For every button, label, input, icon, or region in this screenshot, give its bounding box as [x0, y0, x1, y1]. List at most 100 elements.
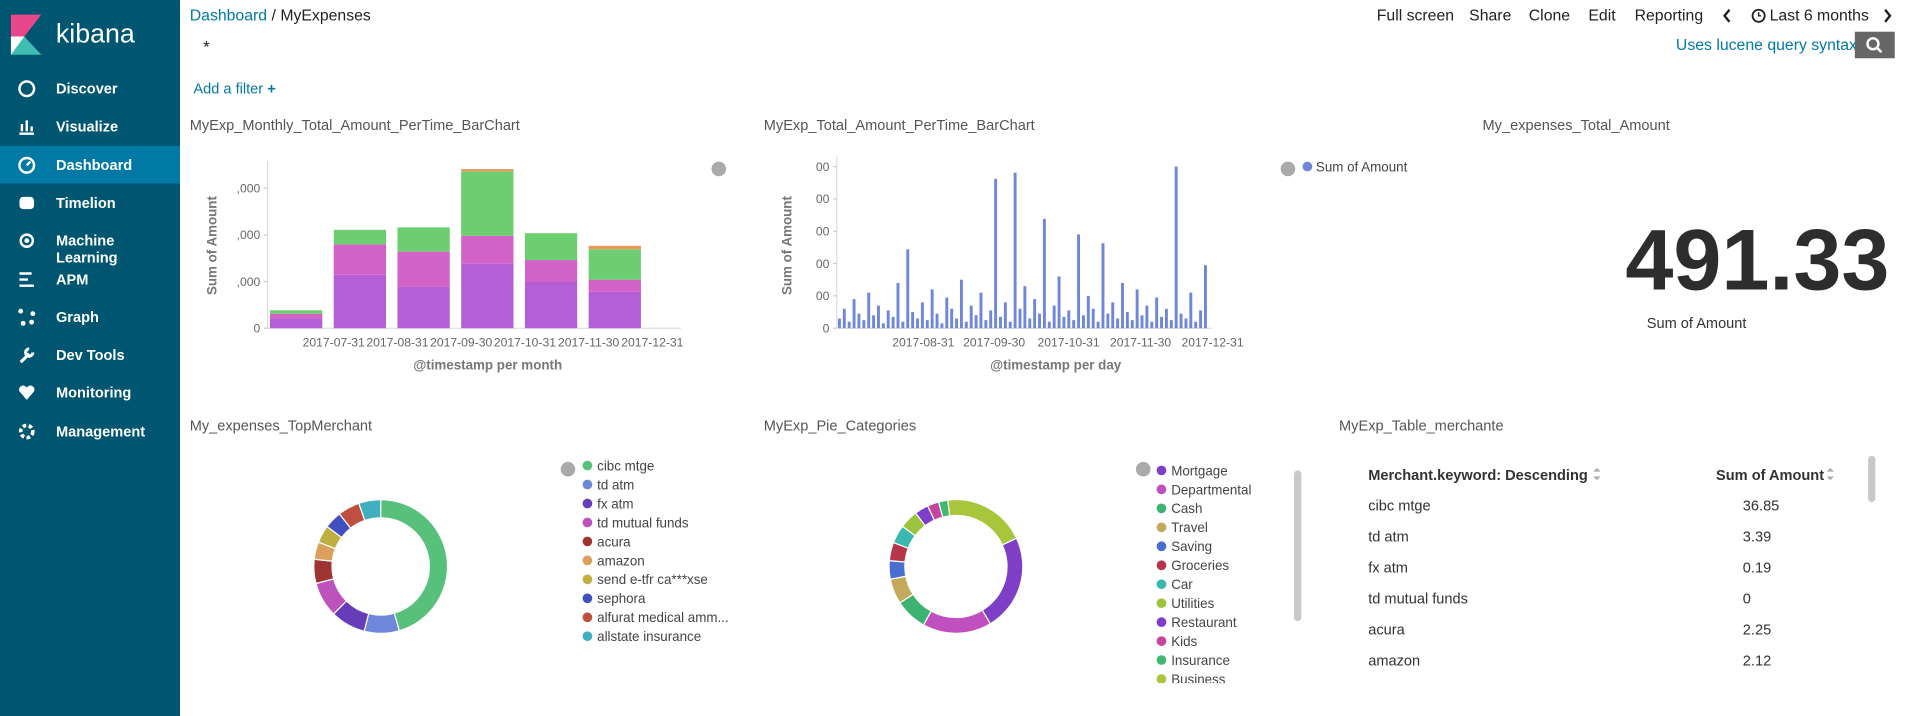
nav-item[interactable]: Dashboard	[0, 145, 180, 184]
cell-value: 0	[1743, 592, 1751, 608]
metric-label: Sum of Amount	[1647, 316, 1747, 332]
nav-item[interactable]: Monitoring	[0, 373, 180, 411]
cell-value: 2.25	[1743, 623, 1771, 639]
bar	[891, 316, 895, 329]
legend-label: Sum of Amount	[1316, 159, 1408, 174]
legend-swatch	[582, 631, 593, 642]
query-syntax[interactable]: Uses lucene query syntax	[1675, 35, 1857, 54]
legend-label: Car	[1171, 577, 1193, 592]
query-input[interactable]: *	[203, 36, 210, 56]
bar	[1003, 302, 1007, 329]
bar	[1042, 218, 1046, 329]
bar	[1174, 166, 1178, 329]
panel-title: MyExp_Pie_Categories	[764, 418, 916, 434]
nav-label[interactable]: Visualize	[55, 117, 119, 135]
add-filter[interactable]: Add a filter +	[193, 80, 276, 98]
bar	[955, 318, 959, 329]
action[interactable]: Reporting	[1634, 6, 1704, 25]
nav-item[interactable]: Dev Tools	[0, 336, 180, 374]
bar	[979, 292, 983, 329]
breadcrumb-link[interactable]: Dashboard	[189, 6, 268, 25]
pie-slice	[947, 499, 1018, 546]
nav-item[interactable]: Timelion	[0, 184, 180, 222]
nav-item[interactable]: Machine Learning	[0, 221, 180, 266]
bar	[1111, 302, 1115, 329]
legend: cibc mtge td atm fx atm td mutual funds acur…	[582, 458, 729, 644]
legend-swatch	[1156, 465, 1167, 476]
legend-swatch	[582, 612, 593, 623]
nav-item[interactable]: Management	[0, 412, 180, 450]
action[interactable]: Edit	[1588, 6, 1616, 25]
x-tick-label: 2017-07-31	[303, 335, 365, 349]
bar-segment	[588, 245, 641, 250]
bar	[989, 310, 993, 329]
bar-segment	[461, 235, 514, 264]
nav-label[interactable]: Dev Tools	[55, 346, 125, 364]
cell-label: acura	[1368, 623, 1405, 639]
legend-swatch	[582, 479, 593, 490]
add-filter-label[interactable]: Add a filter	[193, 80, 264, 98]
sort-icon	[1826, 468, 1835, 481]
bar	[1013, 172, 1017, 329]
bar-segment	[269, 318, 323, 329]
cell-value: 3.39	[1743, 530, 1771, 546]
pie-slice	[914, 505, 936, 527]
bar	[940, 323, 944, 329]
action[interactable]: Clone	[1528, 6, 1571, 25]
legend-label: Insurance	[1171, 653, 1230, 668]
action[interactable]: Share	[1469, 6, 1512, 25]
bar-segment	[333, 229, 387, 245]
legend-label: alfurat medical amm...	[597, 610, 728, 625]
nav-label[interactable]: Machine Learning	[55, 232, 118, 267]
bar	[1204, 265, 1207, 329]
bar	[1077, 234, 1081, 329]
bar-segment	[524, 281, 578, 329]
y-tick-label: 0	[823, 321, 830, 335]
x-axis-title: @timestamp per month	[413, 358, 562, 373]
cell-label: fx atm	[1368, 561, 1408, 577]
bar	[984, 320, 988, 329]
x-tick-label: 2017-12-31	[621, 335, 683, 349]
bar	[1101, 243, 1105, 329]
bar-segment	[588, 291, 641, 329]
nav-label[interactable]: Graph	[55, 308, 99, 326]
nav-label[interactable]: Dashboard	[55, 156, 133, 174]
y-tick-label: 00	[816, 160, 830, 174]
nav-item[interactable]: Discover	[0, 69, 180, 107]
pie-slice	[315, 578, 348, 615]
legend-label: sephora	[597, 591, 646, 606]
bar	[1130, 320, 1134, 329]
pie-slice	[326, 513, 352, 539]
time-range[interactable]: Last 6 months	[1769, 6, 1869, 25]
time-picker[interactable]	[1718, 6, 1900, 25]
nav-item[interactable]: Graph	[0, 298, 180, 336]
bar	[1135, 289, 1139, 329]
nav-label[interactable]: Timelion	[55, 194, 116, 212]
nav-item[interactable]: APM	[0, 260, 180, 298]
bar-segment	[333, 274, 387, 329]
bar	[1086, 295, 1090, 329]
x-tick-label: 2017-09-30	[963, 335, 1025, 349]
search-button[interactable]	[1854, 31, 1895, 59]
bar	[872, 315, 876, 329]
cell-label: td mutual funds	[1368, 592, 1468, 608]
nav-label[interactable]: Management	[55, 423, 146, 441]
nav-label[interactable]: Discover	[55, 80, 118, 98]
y-tick-label: ,000	[237, 228, 261, 242]
nav-item[interactable]: Visualize	[0, 107, 180, 145]
nav-label[interactable]: APM	[55, 271, 89, 289]
legend-swatch	[1156, 636, 1167, 646]
bar	[867, 292, 871, 329]
cell-label: cibc mtge	[1368, 499, 1430, 515]
bar	[950, 308, 954, 329]
action[interactable]: Full screen	[1376, 6, 1455, 25]
pie-slice	[313, 541, 337, 562]
y-tick-label: 00	[816, 289, 830, 303]
legend-label: amazon	[597, 553, 645, 568]
pie-slice	[380, 499, 449, 632]
legend-swatch	[582, 574, 593, 585]
bar	[1052, 305, 1056, 329]
pie-slice	[332, 600, 370, 632]
nav-label[interactable]: Monitoring	[55, 384, 132, 402]
